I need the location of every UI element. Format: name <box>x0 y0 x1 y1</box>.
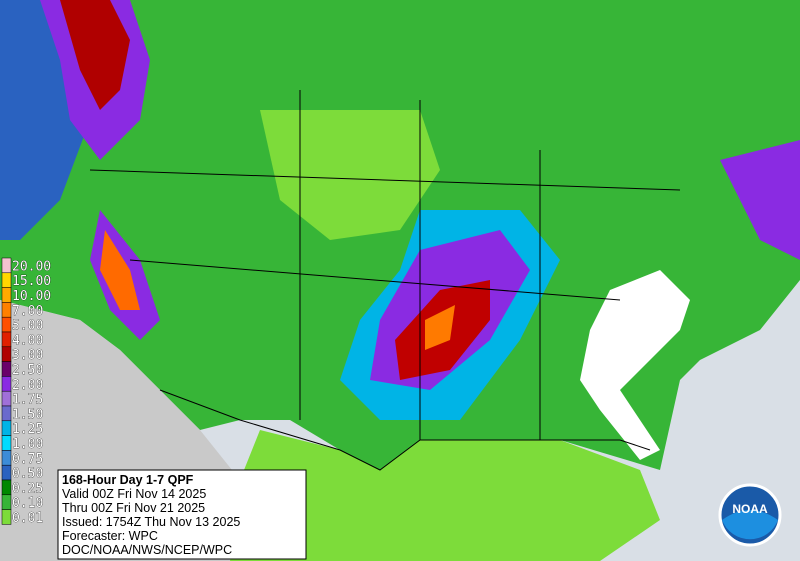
legend-label: 7.00 <box>12 304 43 319</box>
info-source: DOC/NOAA/NWS/NCEP/WPC <box>62 543 232 557</box>
legend-swatch <box>1 405 12 422</box>
legend-label: 15.00 <box>12 274 51 289</box>
legend-swatch <box>1 390 12 407</box>
legend-swatch <box>1 450 12 466</box>
legend-swatch <box>1 376 12 392</box>
legend-swatch <box>1 331 12 348</box>
borders <box>89 90 681 471</box>
noaa-logo-wave <box>722 510 778 540</box>
legend-label: 3.00 <box>12 348 43 363</box>
legend-label: 0.75 <box>12 452 43 467</box>
nw-core <box>60 0 130 110</box>
legend-label: 4.00 <box>12 333 43 348</box>
legend-label: 0.25 <box>12 481 43 496</box>
info-forecaster: Forecaster: WPC <box>62 529 158 543</box>
legend-swatch <box>1 346 12 362</box>
info-title: 168-Hour Day 1-7 QPF <box>62 473 194 487</box>
legend-swatch <box>1 509 12 525</box>
info-issued: Issued: 1754Z Thu Nov 13 2025 <box>62 515 240 529</box>
legend-label: 2.00 <box>12 378 43 393</box>
light-precip <box>230 430 660 561</box>
legend-label: 1.00 <box>12 437 43 452</box>
legend-label: 2.50 <box>12 363 43 378</box>
southeast-dry <box>580 270 690 460</box>
legend-label: 0.50 <box>12 467 43 482</box>
legend-swatch <box>1 257 12 274</box>
legend-label: 1.50 <box>12 407 43 422</box>
legend-swatch <box>1 420 12 436</box>
legend-label: 0.10 <box>12 496 43 511</box>
info-valid: Valid 00Z Fri Nov 14 2025 <box>62 487 206 501</box>
legend-swatch <box>1 272 12 288</box>
legend-label: 1.75 <box>12 393 43 408</box>
info-box <box>57 469 307 560</box>
coastline <box>159 389 651 471</box>
legend-label: 10.00 <box>12 289 51 304</box>
legend-label: 0.01 <box>12 511 43 526</box>
info-thru: Thru 00Z Fri Nov 21 2025 <box>62 501 205 515</box>
border <box>89 169 681 191</box>
legend-swatch <box>1 287 12 303</box>
legend-swatch <box>1 479 12 496</box>
atlantic-heavy <box>720 140 800 260</box>
border <box>129 259 621 301</box>
legend-label: 20.00 <box>12 259 51 274</box>
california-core <box>100 230 140 310</box>
legend-swatch <box>1 361 12 377</box>
logo-text: NOAA <box>732 502 768 516</box>
legend-label: 5.00 <box>12 319 43 334</box>
legend-label: 1.25 <box>12 422 43 437</box>
legend-swatch <box>1 494 12 510</box>
legend-swatch <box>1 302 12 318</box>
legend-swatch <box>1 464 12 481</box>
legend: 20.0015.0010.007.005.004.003.002.502.001… <box>1 257 51 526</box>
legend-swatch <box>1 316 12 333</box>
plains-light <box>260 110 440 240</box>
legend-swatch <box>1 435 12 451</box>
southcentral-max <box>425 305 455 350</box>
